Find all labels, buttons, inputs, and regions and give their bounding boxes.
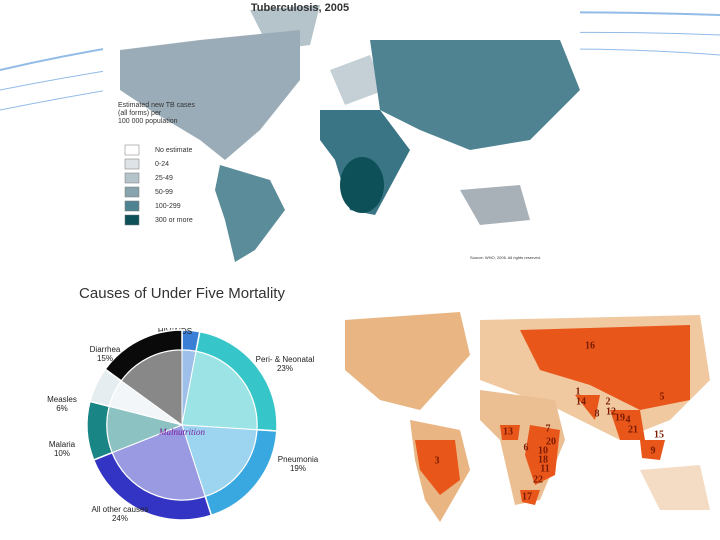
landmass: [120, 30, 300, 160]
highlighted-countries: [415, 325, 690, 505]
country-label: 12: [606, 406, 616, 417]
country-label: 17: [522, 491, 532, 502]
legend-title: (all forms) per: [118, 110, 162, 117]
pie-inner-slice: [120, 349, 183, 426]
country-label: 8: [595, 408, 600, 419]
country-label: 16: [585, 340, 595, 351]
pie-inner-slice: [181, 424, 258, 497]
country-label: 11: [540, 463, 549, 474]
country-label: 13: [503, 426, 513, 437]
legend-swatch: [124, 158, 140, 170]
legend-label: 25-49: [155, 175, 173, 182]
country-label: 22: [533, 474, 543, 485]
country-label: 5: [660, 391, 665, 402]
country-label: 4: [626, 414, 631, 425]
country-label: 7: [546, 423, 551, 434]
landmass: [215, 165, 285, 262]
legend-label: 300 or more: [155, 217, 193, 224]
country-label: 2: [606, 396, 611, 407]
legend-swatch: [124, 172, 140, 184]
legend-swatch: [124, 144, 140, 156]
country-label: 10: [538, 445, 548, 456]
slice-label: All other causes: [92, 505, 149, 514]
legend-swatch: [124, 200, 140, 212]
slice-label: Measles: [47, 395, 77, 404]
country-map: [340, 310, 720, 540]
country-label: 6: [524, 442, 529, 453]
country-label: 19: [615, 412, 625, 423]
slice-label: Peri- & Neonatal: [256, 355, 315, 364]
tb-map: Tuberculosis, 2005 Source: WHO, 2006. Al…: [103, 0, 580, 265]
legend-label: 100-299: [155, 203, 181, 210]
slice-label: Diarrhea: [90, 345, 121, 354]
landmass: [460, 185, 530, 225]
slice-label: Pneumonia: [278, 455, 319, 464]
landmass: [345, 312, 470, 410]
slice-value-label: 10%: [54, 449, 70, 458]
landmass: [370, 40, 580, 150]
legend-title: 100 000 population: [118, 118, 178, 125]
slice-value-label: 23%: [277, 364, 293, 373]
country-label: 14: [576, 396, 586, 407]
landmass: [330, 55, 385, 105]
legend-title: Estimated new TB cases: [118, 102, 195, 109]
slice-value-label: 19%: [290, 464, 306, 473]
legend-swatch: [124, 186, 140, 198]
landmass: [340, 157, 384, 213]
legend-swatch: [124, 214, 140, 226]
legend-label: 0-24: [155, 161, 169, 168]
country-label: 21: [628, 424, 638, 435]
slice-value-label: 15%: [97, 354, 113, 363]
country-label: 15: [654, 429, 664, 440]
slice-value-label: 6%: [56, 404, 68, 413]
inner-label: Malnutrition: [158, 427, 206, 437]
country-label: 1: [576, 386, 581, 397]
slice-value-label: 24%: [112, 514, 128, 523]
legend-label: No estimate: [155, 147, 192, 154]
country-label: 18: [538, 454, 548, 465]
country-label: 3: [435, 455, 440, 466]
legend-label: 50-99: [155, 189, 173, 196]
pie-inner-slice: [181, 350, 258, 431]
country-label: 9: [651, 445, 656, 456]
slice-label: Malaria: [49, 440, 76, 449]
chart-title: Causes of Under Five Mortality: [79, 285, 285, 302]
tb-title: Tuberculosis, 2005: [251, 2, 349, 14]
tb-source: Source: WHO, 2006. All rights reserved.: [470, 255, 541, 260]
country-label: 20: [546, 436, 556, 447]
landmass: [640, 465, 710, 510]
